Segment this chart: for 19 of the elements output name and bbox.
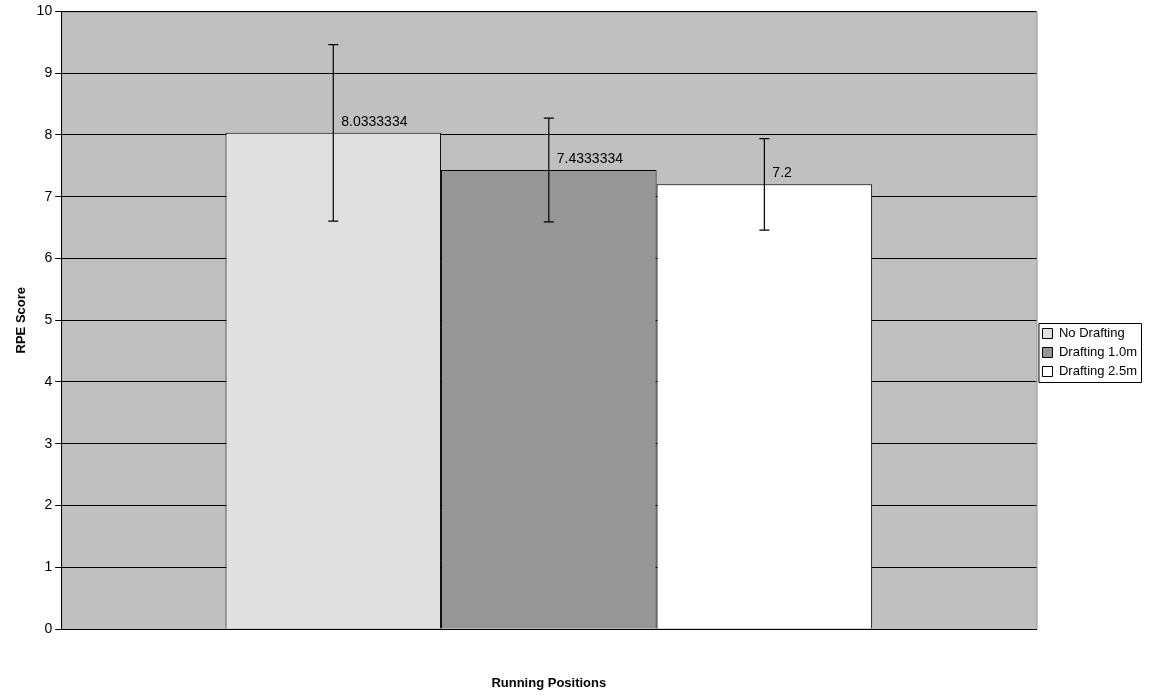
y-tick-label: 10 [36, 2, 53, 19]
y-tick-label: 2 [44, 496, 53, 513]
data-label: 7.2 [772, 164, 793, 181]
legend-label: Drafting 2.5m [1058, 363, 1138, 379]
y-tick-label: 4 [44, 372, 53, 389]
data-label: 8.0333334 [341, 112, 408, 129]
x-axis-title: Running Positions [491, 674, 607, 690]
y-tick-label: 3 [44, 434, 53, 451]
legend-label: Drafting 1.0m [1058, 344, 1138, 360]
y-tick-label: 5 [44, 311, 53, 328]
y-tick-label: 9 [44, 64, 53, 81]
y-axis-title: RPE Score [13, 286, 29, 354]
y-tick-label: 0 [44, 619, 53, 636]
legend-label: No Drafting [1058, 325, 1125, 341]
y-tick-label: 6 [44, 249, 53, 266]
y-tick-label: 8 [44, 125, 53, 142]
data-label: 7.4333334 [556, 149, 624, 166]
y-tick-label: 7 [44, 187, 53, 204]
y-tick-label: 1 [44, 558, 53, 575]
